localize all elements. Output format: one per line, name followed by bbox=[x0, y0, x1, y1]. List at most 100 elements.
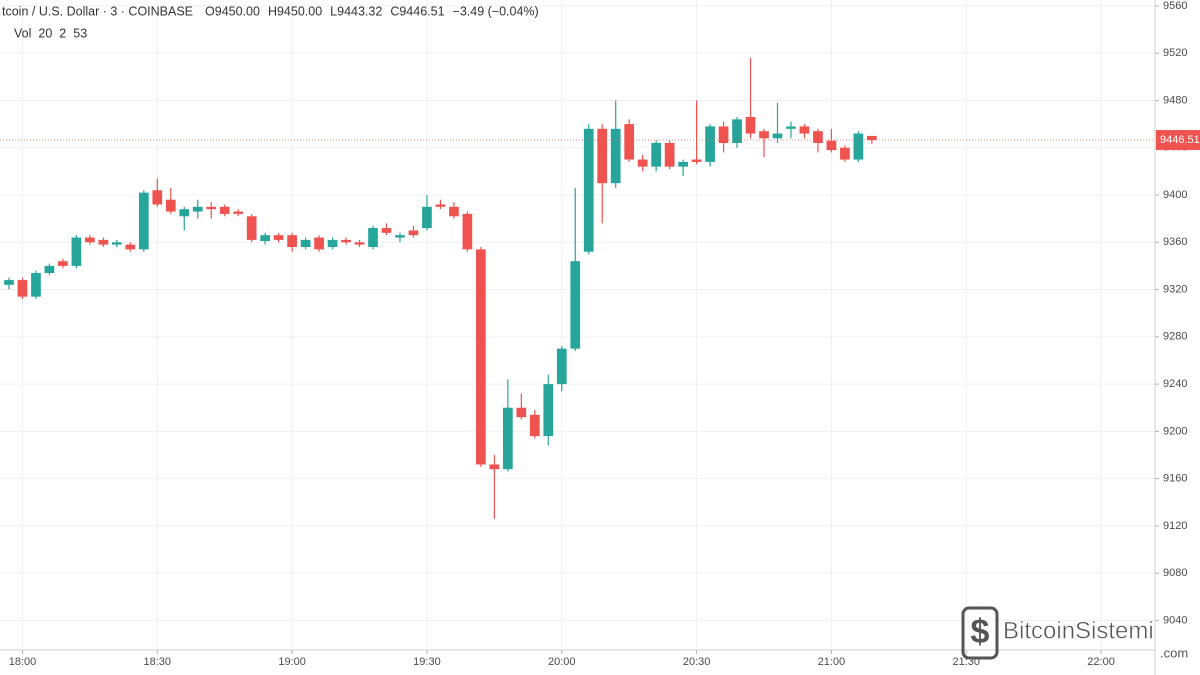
candle-body bbox=[368, 228, 378, 247]
y-tick-label: 9160 bbox=[1163, 473, 1187, 485]
ohlc-value: O9450.00 bbox=[205, 4, 260, 18]
candle-body bbox=[556, 348, 567, 385]
candle-body bbox=[745, 117, 756, 134]
candle-body bbox=[422, 206, 432, 229]
candle-body bbox=[44, 265, 55, 273]
candle-body bbox=[260, 235, 271, 242]
x-tick-label: 19:00 bbox=[278, 656, 306, 668]
candle-body bbox=[543, 384, 554, 437]
candle-body bbox=[570, 261, 581, 349]
y-tick-label: 9240 bbox=[1163, 378, 1187, 390]
candle-body bbox=[98, 239, 109, 245]
candle-body bbox=[287, 235, 297, 247]
candle-body bbox=[85, 237, 95, 243]
y-tick-label: 9480 bbox=[1163, 94, 1187, 106]
watermark-suffix: .com bbox=[1160, 645, 1188, 660]
watermark: BitcoinSistemi bbox=[1003, 617, 1154, 644]
candles bbox=[0, 57, 1155, 519]
candle-body bbox=[71, 237, 82, 266]
candle-body bbox=[732, 119, 742, 143]
candle-body bbox=[327, 239, 338, 247]
y-tick-label: 9200 bbox=[1163, 425, 1187, 437]
candle-body bbox=[610, 128, 621, 184]
ohlc-value: C9446.51 bbox=[390, 4, 444, 18]
y-tick-label: 9520 bbox=[1163, 47, 1187, 59]
candle-body bbox=[624, 124, 635, 160]
candle-body bbox=[408, 230, 419, 236]
candle-body bbox=[867, 135, 877, 141]
candle-body bbox=[759, 131, 769, 139]
x-tick-label: 20:00 bbox=[548, 656, 576, 668]
candle-body bbox=[58, 261, 68, 266]
candle-body bbox=[192, 206, 203, 212]
symbol-title: tcoin / U.S. Dollar · 3 · COINBASE bbox=[2, 4, 193, 18]
x-tick-label: 21:00 bbox=[818, 656, 846, 668]
candle-body bbox=[651, 143, 662, 167]
candle-body bbox=[31, 273, 41, 297]
candle-body bbox=[826, 140, 837, 151]
candle-body bbox=[179, 209, 190, 217]
candle-body bbox=[219, 206, 230, 214]
candle-body bbox=[691, 159, 702, 162]
y-tick-label: 9040 bbox=[1163, 614, 1187, 626]
last-price-box bbox=[1156, 130, 1200, 151]
candle-body bbox=[233, 211, 244, 214]
y-tick-label: 9080 bbox=[1163, 567, 1187, 579]
candle-body bbox=[813, 131, 823, 143]
candle-body bbox=[840, 147, 850, 160]
y-tick-label: 9400 bbox=[1163, 189, 1187, 201]
volume-legend: Vol bbox=[14, 26, 31, 40]
candle-body bbox=[637, 159, 648, 167]
watermark-icon bbox=[961, 606, 999, 660]
candle-body bbox=[772, 133, 783, 139]
candle-body bbox=[799, 126, 810, 134]
y-tick-label: 9560 bbox=[1163, 0, 1187, 12]
candle-body bbox=[395, 235, 405, 238]
candle-body bbox=[502, 407, 513, 470]
candle-body bbox=[138, 192, 149, 250]
candle-body bbox=[381, 228, 392, 233]
candle-body bbox=[449, 206, 459, 217]
last-price-label: 9446.51 bbox=[1160, 134, 1200, 146]
candle-body bbox=[678, 161, 688, 167]
candle-body bbox=[4, 280, 14, 285]
candle-body bbox=[529, 414, 540, 437]
candle-body bbox=[435, 204, 446, 207]
x-tick-label: 18:30 bbox=[144, 656, 172, 668]
candle-body bbox=[354, 242, 365, 245]
candle-body bbox=[489, 464, 500, 470]
candle-body bbox=[152, 190, 163, 205]
candle-body bbox=[273, 235, 284, 240]
y-tick-label: 9120 bbox=[1163, 520, 1187, 532]
volume-legend: 53 bbox=[73, 26, 87, 40]
candle-body bbox=[853, 133, 864, 160]
candle-body bbox=[462, 213, 473, 250]
candle-body bbox=[165, 199, 176, 212]
x-tick-label: 22:00 bbox=[1087, 656, 1115, 668]
candle-body bbox=[718, 126, 729, 143]
x-tick-label: 19:30 bbox=[413, 656, 441, 668]
candle-body bbox=[583, 128, 594, 252]
candle-body bbox=[786, 126, 796, 129]
candle-body bbox=[516, 407, 527, 418]
x-tick-label: 18:00 bbox=[9, 656, 37, 668]
candle-body bbox=[705, 126, 715, 162]
x-tick-label: 20:30 bbox=[683, 656, 711, 668]
candle-body bbox=[476, 249, 486, 465]
candle-body bbox=[111, 242, 122, 245]
candle-body bbox=[17, 280, 28, 297]
candle-body bbox=[246, 216, 257, 240]
candle-body bbox=[597, 128, 608, 184]
candle-body bbox=[206, 206, 217, 210]
candle-body bbox=[125, 244, 136, 250]
watermark-icon-symbol: $ bbox=[971, 613, 990, 651]
volume-legend: 2 bbox=[59, 26, 66, 40]
candle-body bbox=[664, 143, 675, 167]
y-tick-label: 9360 bbox=[1163, 236, 1187, 248]
y-tick-label: 9280 bbox=[1163, 331, 1187, 343]
candle-body bbox=[314, 237, 324, 250]
